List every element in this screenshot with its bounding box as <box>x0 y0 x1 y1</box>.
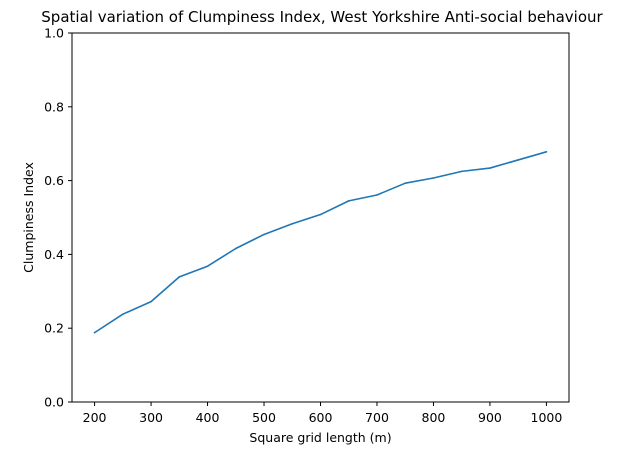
x-axis-label: Square grid length (m) <box>249 430 391 445</box>
x-tick-label: 400 <box>196 410 220 425</box>
y-axis: 0.0 0.2 0.4 0.6 0.8 1.0 <box>44 26 72 410</box>
series-group <box>93 151 548 334</box>
x-tick-label: 200 <box>83 410 107 425</box>
data-point <box>291 222 294 225</box>
series-line <box>93 151 548 334</box>
x-tick-label: 300 <box>139 410 163 425</box>
data-point <box>206 265 209 268</box>
x-tick-label: 700 <box>365 410 389 425</box>
y-tick-label: 0.4 <box>44 247 64 262</box>
x-tick-label: 500 <box>252 410 276 425</box>
data-point <box>545 151 548 153</box>
chart-title: Spatial variation of Clumpiness Index, W… <box>41 8 603 26</box>
data-point <box>347 200 350 202</box>
data-point <box>93 331 96 334</box>
plot-area <box>71 32 570 403</box>
data-point <box>376 194 378 196</box>
y-axis-label: Clumpiness Index <box>21 162 36 273</box>
data-point <box>178 276 181 278</box>
x-tick-label: 600 <box>309 410 333 425</box>
data-point <box>432 177 435 179</box>
data-point <box>460 170 463 173</box>
x-tick-label: 1000 <box>531 410 563 425</box>
data-point <box>122 313 124 315</box>
y-tick-label: 0.8 <box>44 99 64 114</box>
y-tick-label: 0.2 <box>44 321 64 336</box>
y-tick-label: 1.0 <box>44 26 64 41</box>
x-tick-label: 900 <box>478 410 502 425</box>
data-point <box>404 182 407 184</box>
y-tick-label: 0.0 <box>44 395 64 410</box>
x-tick-label: 800 <box>422 410 446 425</box>
data-point <box>489 167 491 169</box>
data-point <box>263 233 265 236</box>
data-point <box>150 300 152 303</box>
data-point <box>234 247 237 250</box>
axes-frame <box>71 32 570 403</box>
y-tick-label: 0.6 <box>44 173 64 188</box>
data-point <box>319 213 322 216</box>
data-point <box>517 159 519 161</box>
x-axis: 200 300 400 500 600 700 800 900 1000 <box>83 402 563 425</box>
